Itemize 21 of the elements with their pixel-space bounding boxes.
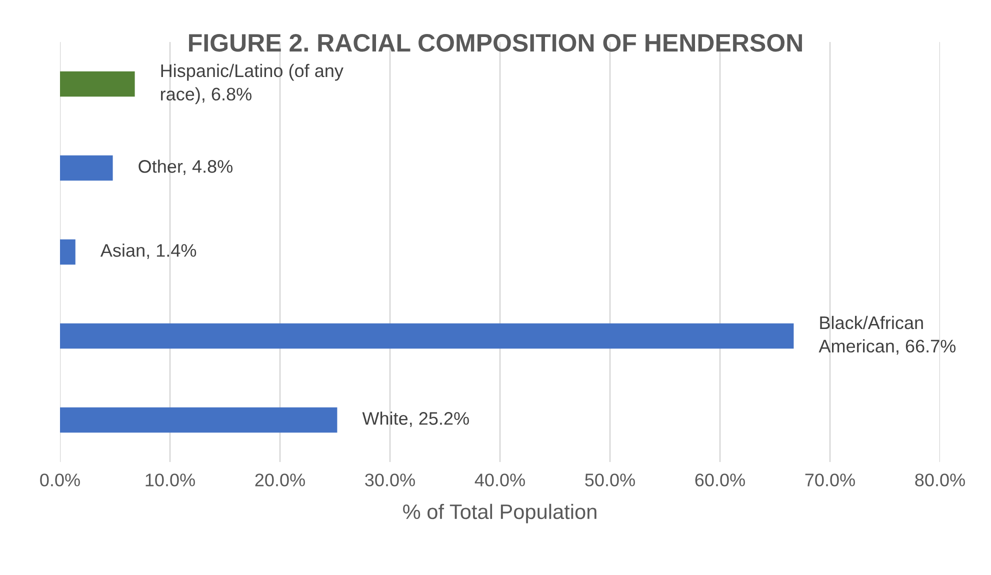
data-label: Black/African American, 66.7% [818,316,956,355]
x-tick-label: 60.0% [695,474,745,486]
bar [60,323,794,349]
x-tick-label: 10.0% [146,474,195,486]
chart-title: FIGURE 2. RACIAL COMPOSITION OF HENDERSON [189,34,802,52]
x-tick-label: 30.0% [365,474,415,486]
bar [60,239,76,265]
bar [60,407,338,433]
data-label: Asian, 1.4% [100,244,196,259]
data-label: Hispanic/Latino (of any race), 6.8% [161,64,344,104]
x-tick-label: 70.0% [805,474,855,486]
x-tick-label: 80.0% [915,474,965,486]
data-label: Other, 4.8% [138,160,233,175]
x-tick-label: 50.0% [585,474,635,486]
x-axis-title: % of Total Population [403,504,596,524]
x-tick-label: 20.0% [255,474,305,486]
bar [60,71,135,97]
bar [60,155,113,181]
x-tick-label: 0.0% [40,474,80,486]
x-tick-label: 40.0% [474,474,525,486]
data-label: White, 25.2% [362,412,469,427]
